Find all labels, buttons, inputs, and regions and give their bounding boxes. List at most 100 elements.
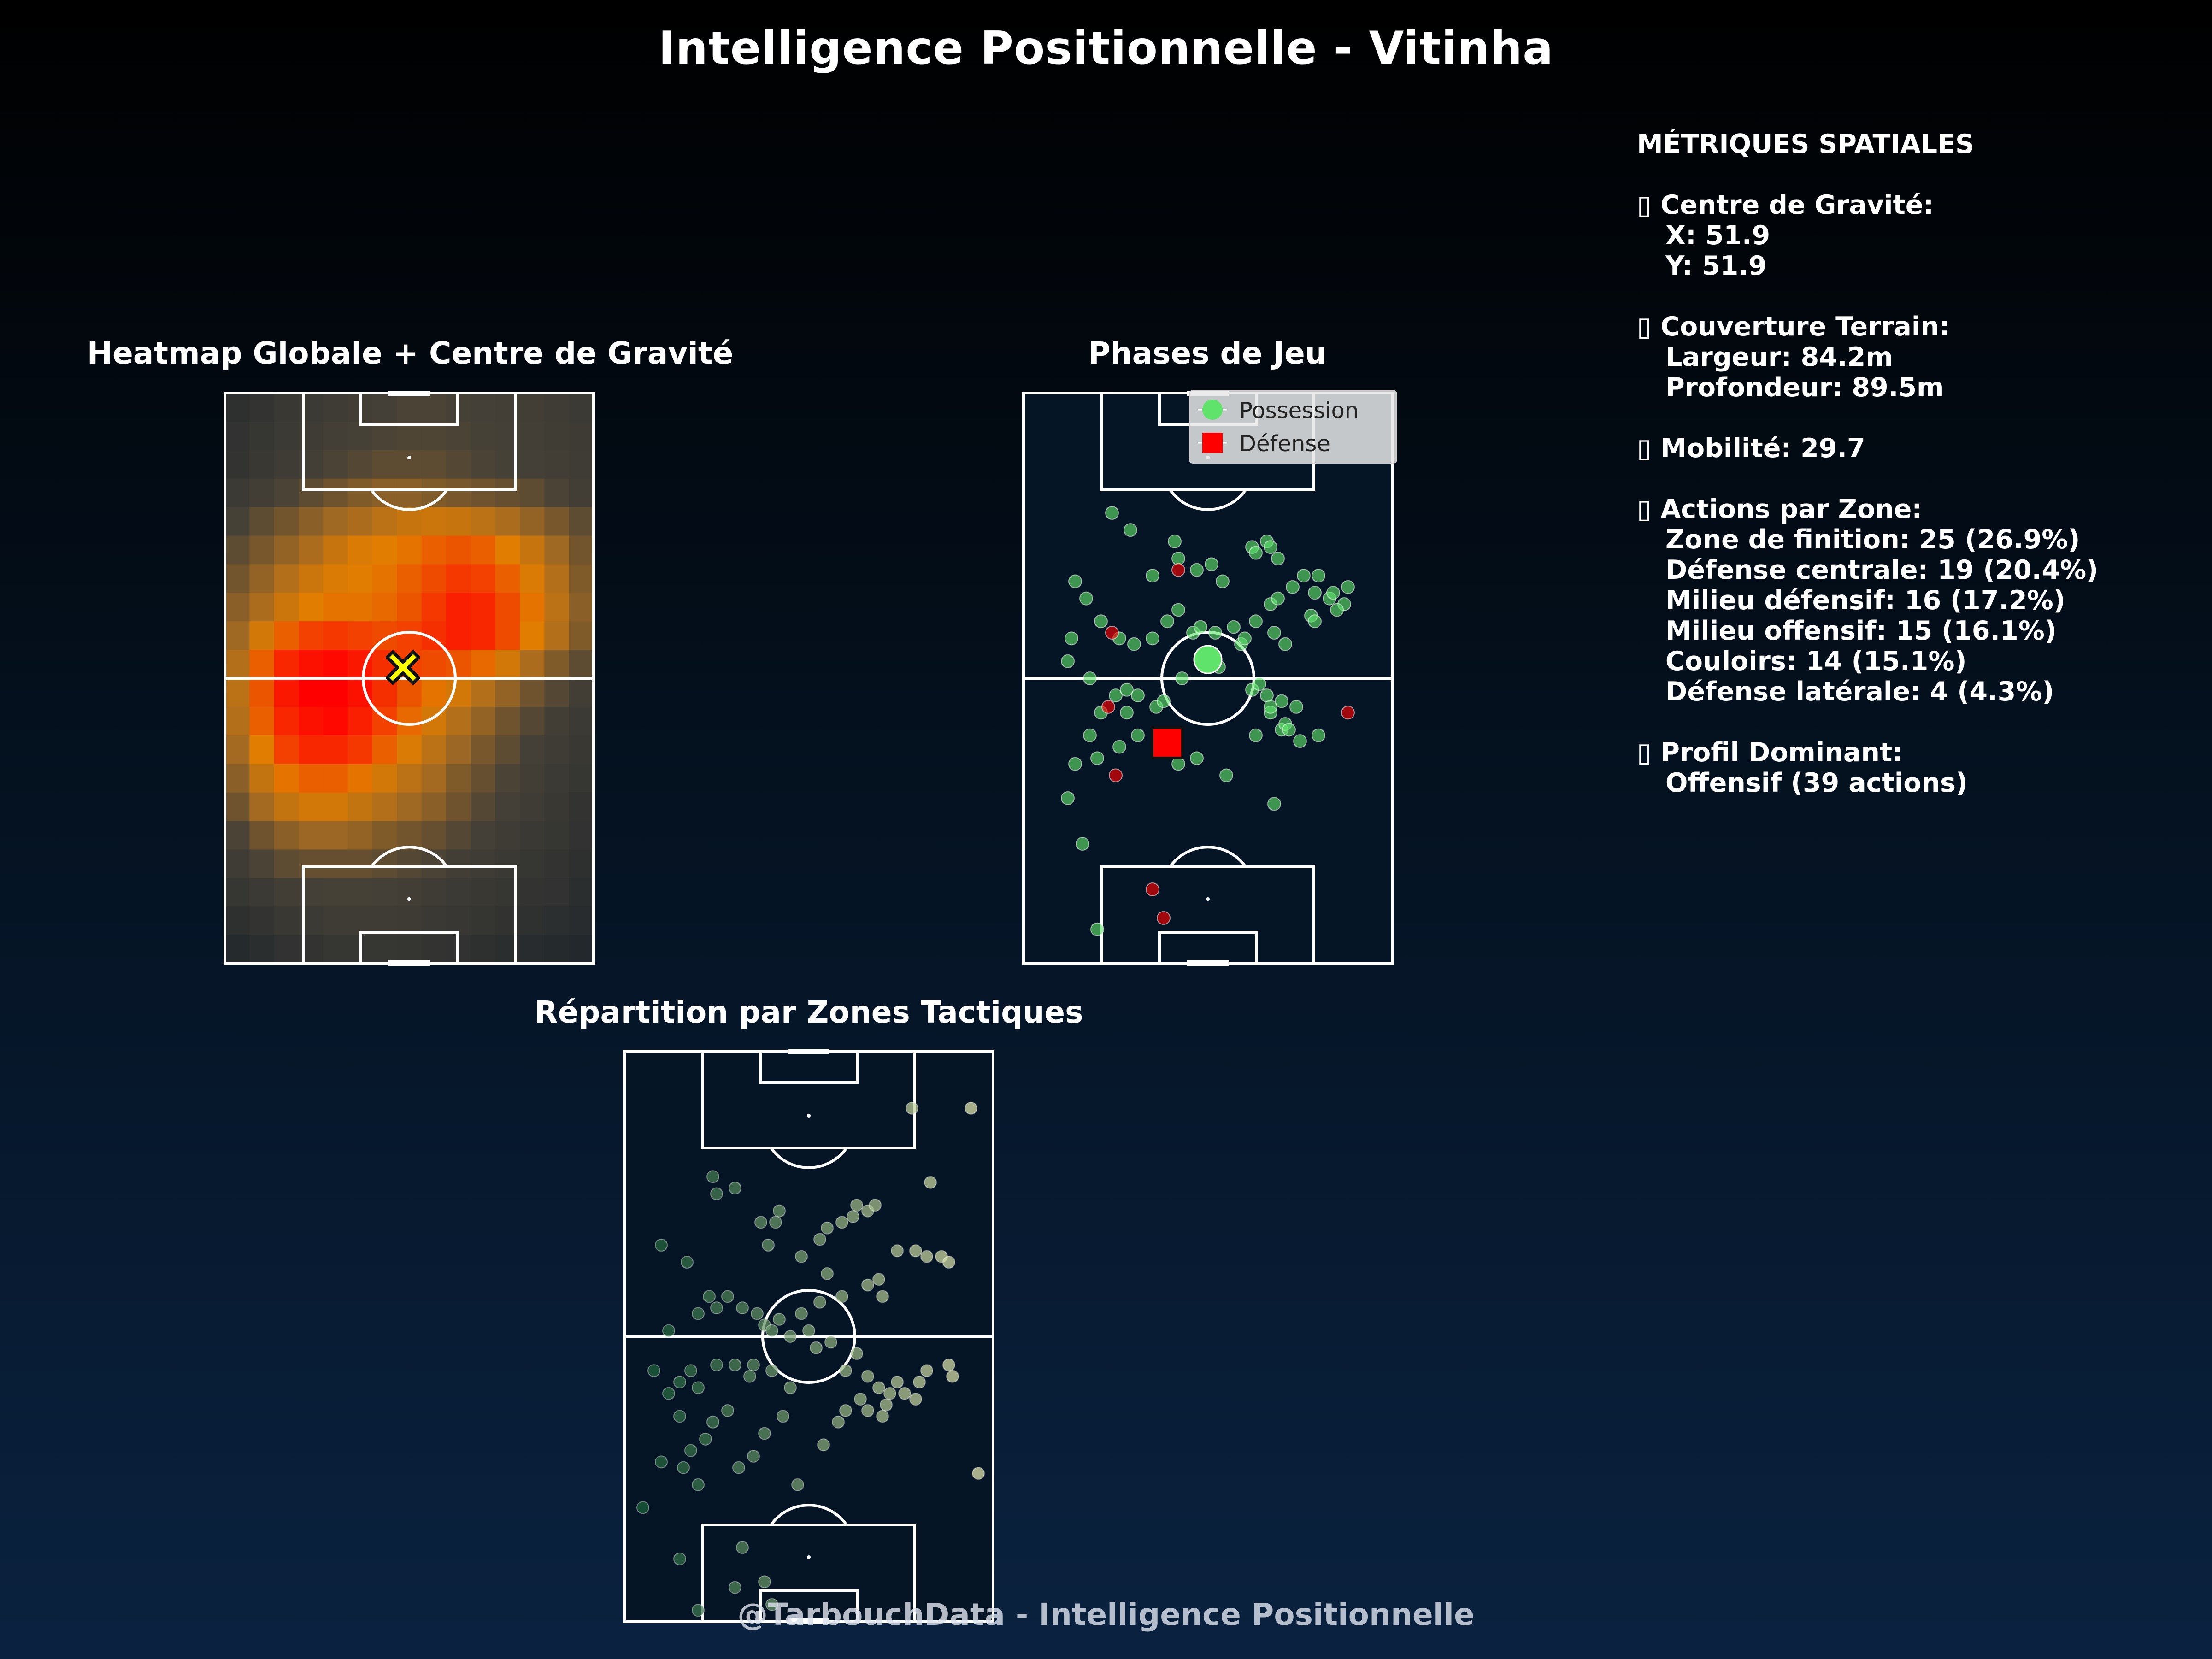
zone-point bbox=[942, 1358, 955, 1371]
top-penalty-arc bbox=[770, 1147, 848, 1169]
heatmap-cell bbox=[544, 621, 570, 650]
heatmap-cell bbox=[495, 678, 520, 707]
zone-point bbox=[758, 1575, 771, 1588]
heatmap-cell bbox=[569, 478, 594, 508]
heatmap-cell bbox=[299, 621, 324, 650]
heatmap-cell bbox=[347, 478, 373, 508]
heatmap-cells bbox=[225, 393, 594, 964]
zone-point bbox=[729, 1182, 741, 1195]
zone-point bbox=[758, 1427, 771, 1440]
heatmap-cell bbox=[495, 621, 520, 650]
zone-stat-defense-laterale: Défense latérale: 4 (4.3%) bbox=[1665, 677, 2054, 707]
zone-point bbox=[861, 1404, 874, 1417]
heatmap-cell bbox=[544, 393, 570, 422]
zone-point bbox=[898, 1387, 911, 1400]
heatmap-cell bbox=[569, 535, 594, 565]
zone-point bbox=[692, 1604, 705, 1617]
heatmap-cell bbox=[471, 678, 496, 707]
heatmap-cell bbox=[372, 564, 397, 593]
zone-point bbox=[647, 1364, 660, 1377]
zone-point bbox=[839, 1404, 852, 1417]
heatmap-cell bbox=[249, 478, 275, 508]
heatmap-cell bbox=[471, 792, 496, 822]
heatmap-cell bbox=[446, 764, 471, 793]
heatmap-cell bbox=[299, 650, 324, 679]
heatmap-cell bbox=[421, 821, 447, 850]
heatmap-cell bbox=[495, 507, 520, 536]
zone-point bbox=[710, 1187, 723, 1200]
heatmap-cell bbox=[569, 621, 594, 650]
heatmap-cell bbox=[372, 906, 397, 935]
heatmap-cell bbox=[495, 706, 520, 736]
heatmap-cell bbox=[471, 421, 496, 451]
zone-point bbox=[777, 1410, 789, 1423]
legend-box bbox=[1189, 390, 1397, 464]
heatmap-cell bbox=[569, 706, 594, 736]
heatmap-cell bbox=[520, 706, 545, 736]
heatmap-cell bbox=[225, 393, 250, 422]
missing-glyph-icon: ▯ bbox=[1637, 433, 1652, 464]
bottom-penalty-arc bbox=[770, 1504, 848, 1526]
phases-panel-title: Phases de Jeu bbox=[1088, 335, 1327, 371]
heatmap-cell bbox=[225, 906, 250, 935]
heatmap-cell bbox=[249, 878, 275, 907]
heatmap-cell bbox=[569, 393, 594, 422]
possession-point bbox=[1094, 614, 1108, 629]
heatmap-cell bbox=[372, 507, 397, 536]
zones-pitch bbox=[623, 1049, 994, 1624]
missing-glyph-icon: ▯ bbox=[1637, 494, 1652, 524]
possession-point bbox=[1171, 757, 1185, 771]
heatmap-cell bbox=[225, 421, 250, 451]
heatmap-cell bbox=[225, 735, 250, 765]
heatmap-cell bbox=[446, 735, 471, 765]
zone-point bbox=[710, 1358, 723, 1371]
zone-point bbox=[736, 1301, 749, 1315]
possession-point bbox=[1249, 614, 1263, 629]
possession-point bbox=[1112, 740, 1126, 754]
zone-point bbox=[920, 1250, 933, 1263]
possession-point bbox=[1068, 574, 1082, 588]
heatmap-cell bbox=[544, 421, 570, 451]
heatmap-cell bbox=[323, 393, 348, 422]
possession-point bbox=[1146, 569, 1159, 583]
heatmap-cell bbox=[471, 650, 496, 679]
heatmap-cell bbox=[249, 706, 275, 736]
heatmap-cell bbox=[323, 564, 348, 593]
heatmap-cell bbox=[520, 792, 545, 822]
heatmap-cell bbox=[323, 593, 348, 622]
zone-stat-milieu-defensif: Milieu défensif: 16 (17.2%) bbox=[1665, 585, 2065, 616]
heatmap-cell bbox=[544, 564, 570, 593]
coverage-metric-row: ▯ Couverture Terrain: bbox=[1637, 312, 2190, 342]
heatmap-cell bbox=[323, 535, 348, 565]
heatmap-cell bbox=[421, 564, 447, 593]
possession-point bbox=[1160, 614, 1174, 629]
zone-point bbox=[906, 1101, 918, 1115]
heatmap-cell bbox=[520, 478, 545, 508]
possession-point bbox=[1205, 557, 1218, 571]
heatmap-cell bbox=[544, 593, 570, 622]
heatmap-cell bbox=[249, 621, 275, 650]
zone-point bbox=[747, 1449, 760, 1463]
zone-point bbox=[681, 1256, 694, 1269]
heatmap-cell bbox=[421, 393, 447, 422]
zone-point bbox=[924, 1176, 937, 1189]
possession-point bbox=[1168, 534, 1182, 548]
zone-point bbox=[891, 1376, 904, 1389]
possession-point bbox=[1330, 603, 1344, 617]
heatmap-cell bbox=[323, 450, 348, 479]
heatmap-cell bbox=[249, 792, 275, 822]
heatmap-cell bbox=[446, 564, 471, 593]
heatmap-cell bbox=[495, 792, 520, 822]
heatmap-cell bbox=[347, 593, 373, 622]
heatmap-cell bbox=[372, 735, 397, 765]
legend-possession-label: Possession bbox=[1239, 398, 1359, 424]
heatmap-cell bbox=[544, 878, 570, 907]
heatmap-cell bbox=[446, 906, 471, 935]
possession-point bbox=[1219, 768, 1233, 782]
zone-point bbox=[869, 1199, 882, 1212]
top-penalty-spot bbox=[407, 456, 411, 459]
heatmap-cell bbox=[569, 650, 594, 679]
zone-point bbox=[876, 1410, 889, 1423]
heatmap-cell bbox=[347, 764, 373, 793]
heatmap-cell bbox=[299, 735, 324, 765]
